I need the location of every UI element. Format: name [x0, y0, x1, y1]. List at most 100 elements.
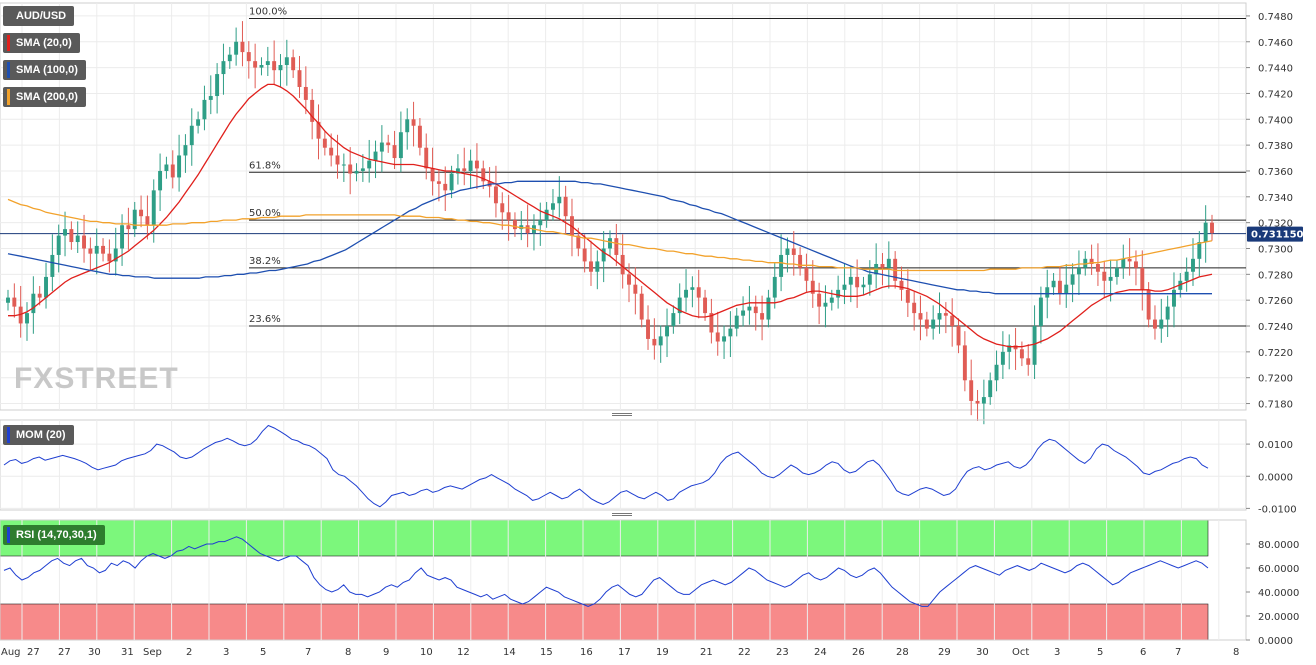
time-tick-label: 28 — [896, 647, 909, 658]
candle-body — [101, 245, 106, 254]
legend-symbol-label: AUD/USD — [16, 10, 67, 22]
candle-body — [183, 145, 188, 156]
price-tick-label: 0.7320 — [1258, 219, 1293, 230]
candle-body — [741, 310, 746, 316]
fibonacci-label: 23.6% — [249, 314, 281, 325]
legend-swatch — [7, 35, 10, 51]
time-tick-label: 5 — [260, 647, 266, 658]
candle-body — [1203, 222, 1208, 243]
candle-body — [867, 274, 872, 285]
candle-body — [500, 203, 505, 213]
candle-body — [1089, 258, 1094, 264]
fibonacci-label: 38.2% — [249, 256, 281, 267]
candle-body — [728, 328, 733, 337]
current-price-value: 0.731150 — [1251, 230, 1304, 241]
candle-body — [696, 287, 701, 298]
candle-body — [1184, 271, 1189, 281]
candle-body — [367, 160, 372, 169]
candle-body — [855, 276, 860, 288]
time-tick-label: 27 — [58, 647, 71, 658]
candle-body — [1102, 271, 1107, 281]
candle-body — [931, 319, 936, 329]
candle-body — [1165, 306, 1170, 320]
momentum-panel[interactable]: 0.0100 0.0000 -0.0100 — [0, 419, 1297, 515]
candle-body — [310, 99, 315, 122]
rsi-panel[interactable]: 80.0000 60.0000 40.0000 20.0000 0.0000 — [0, 519, 1299, 647]
time-tick-label: 29 — [938, 647, 951, 658]
candle-body — [1064, 284, 1069, 294]
candle-body — [620, 254, 625, 275]
legend-sma20[interactable]: SMA (20,0) — [3, 33, 80, 53]
candle-body — [975, 400, 980, 404]
momentum-series-line — [3, 424, 1209, 508]
candle-body — [88, 248, 93, 254]
time-tick-label: 10 — [420, 647, 433, 658]
candle-body — [1114, 267, 1119, 277]
candle-body — [303, 86, 308, 100]
legend-swatch — [7, 527, 10, 543]
candle-body — [544, 209, 549, 221]
candle-body — [170, 164, 175, 178]
candle-body — [525, 225, 530, 233]
legend-sma200[interactable]: SMA (200,0) — [3, 87, 86, 107]
price-tick-label: 0.7180 — [1258, 400, 1293, 411]
time-tick-label: 24 — [814, 647, 827, 658]
candle-body — [44, 276, 48, 298]
time-tick-label: 19 — [656, 647, 669, 658]
candle-body — [785, 248, 790, 255]
candle-body — [848, 276, 853, 285]
candle-body — [582, 248, 587, 262]
legend-sma100[interactable]: SMA (100,0) — [3, 60, 86, 80]
rsi-oversold-zone — [0, 603, 1209, 641]
candle-body — [468, 160, 473, 171]
candle-body — [836, 289, 841, 298]
legend-symbol[interactable]: AUD/USD — [3, 6, 75, 26]
candle-body — [861, 284, 866, 288]
price-panel[interactable]: 100.0%61.8%50.0%38.2%23.6% 0.74800.74600… — [0, 2, 1293, 425]
time-tick-label: 14 — [503, 647, 516, 658]
candle-body — [1191, 258, 1195, 272]
rsi-tick-label: 0.0000 — [1258, 636, 1293, 647]
candle-body — [658, 336, 663, 346]
price-tick-label: 0.7300 — [1258, 244, 1293, 255]
candle-body — [151, 190, 156, 226]
price-grid — [0, 2, 1247, 411]
candle-body — [12, 297, 17, 307]
legend-mom[interactable]: MOM (20) — [3, 425, 74, 445]
candle-body — [563, 196, 568, 217]
candle-body — [684, 289, 689, 298]
legend-swatch — [7, 89, 10, 105]
candle-body — [189, 125, 194, 146]
legend-rsi[interactable]: RSI (14,70,30,1) — [3, 525, 105, 545]
panel-resize-handle[interactable] — [612, 412, 632, 418]
candle-body — [905, 289, 910, 303]
candle-body — [690, 287, 695, 290]
candle-body — [386, 142, 391, 146]
candle-body — [988, 380, 993, 398]
candle-body — [1133, 261, 1138, 268]
candle-body — [1038, 297, 1043, 327]
candle-body — [1146, 289, 1151, 320]
candle-body — [278, 65, 283, 71]
time-tick-label: 16 — [580, 647, 593, 658]
candle-body — [82, 235, 87, 249]
price-tick-label: 0.7380 — [1258, 141, 1293, 152]
candle-body — [677, 297, 682, 314]
candle-body — [665, 326, 669, 337]
candle-body — [1019, 349, 1024, 359]
candle-body — [107, 253, 112, 262]
candle-body — [37, 293, 42, 298]
candle-body — [1127, 258, 1132, 262]
candle-body — [56, 235, 61, 255]
candle-body — [1159, 319, 1164, 329]
candle-body — [595, 261, 600, 272]
panel-resize-handle[interactable] — [612, 512, 632, 518]
candle-body — [481, 168, 486, 182]
price-tick-label: 0.7240 — [1258, 322, 1293, 333]
time-tick-label: 3 — [223, 647, 229, 658]
sma200-line — [7, 198, 1213, 272]
moving-averages — [7, 83, 1213, 348]
candle-body — [753, 306, 758, 314]
rsi-grid — [0, 519, 1247, 641]
candle-body — [265, 61, 270, 66]
